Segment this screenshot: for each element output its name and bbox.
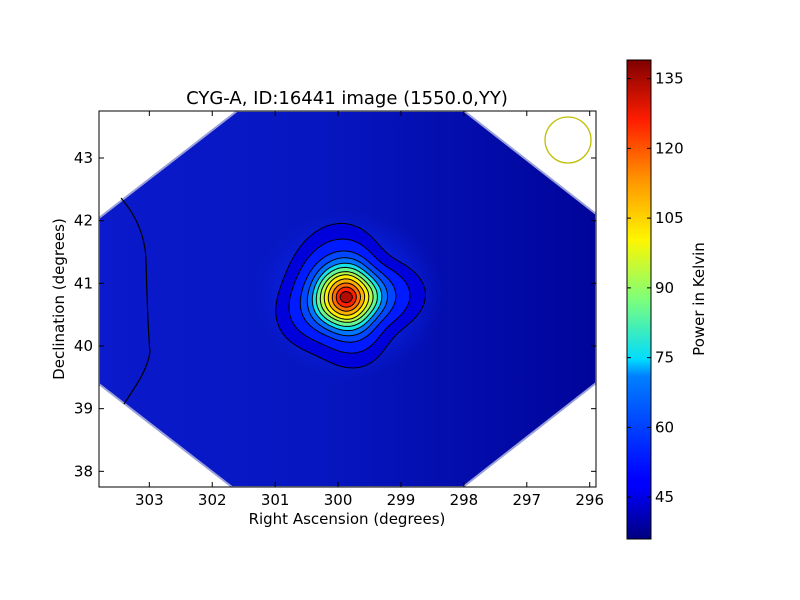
axes-frame: [98, 110, 597, 488]
y-tick-label: 40: [74, 337, 93, 355]
plot-area: [99, 111, 596, 487]
y-tick-label: 42: [74, 212, 93, 230]
chart-title: CYG-A, ID:16441 image (1550.0,YY): [186, 88, 508, 109]
x-tick-label: 296: [575, 491, 604, 509]
y-tick-label: 38: [74, 462, 93, 480]
colorbar-gradient: [626, 59, 652, 540]
contour-lines: [275, 222, 427, 369]
left-contour: [120, 197, 151, 405]
colorbar-label: Power in Kelvin: [690, 242, 708, 356]
y-axis-ticks: 38 39 40 41 42 43: [74, 149, 596, 480]
colorbar-ticks: 45 60 75 90 105 120 135: [627, 70, 684, 506]
x-axis-label: Right Ascension (degrees): [249, 510, 446, 528]
y-tick-label: 39: [74, 400, 93, 418]
x-tick-label: 300: [324, 491, 353, 509]
x-tick-label: 303: [135, 491, 164, 509]
colorbar: 45 60 75 90 105 120 135 Power in Kelvin: [626, 59, 708, 540]
colorbar-tick-label: 75: [655, 349, 674, 367]
colorbar-tick-label: 60: [655, 418, 674, 436]
colorbar-tick-label: 120: [655, 139, 684, 157]
x-tick-label: 298: [450, 491, 479, 509]
y-tick-label: 43: [74, 149, 93, 167]
x-tick-label: 299: [387, 491, 416, 509]
colorbar-tick-label: 45: [655, 488, 674, 506]
colorbar-tick-label: 105: [655, 209, 684, 227]
contour-level: [339, 291, 353, 304]
y-axis-label: Declination (degrees): [50, 218, 68, 380]
x-tick-label: 302: [198, 491, 227, 509]
y-tick-label: 41: [74, 274, 93, 292]
beam-marker: [544, 116, 592, 164]
colorbar-tick-label: 90: [655, 279, 674, 297]
x-tick-label: 297: [512, 491, 541, 509]
x-tick-label: 301: [261, 491, 290, 509]
x-axis-ticks: 303 302 301 300 299 298 297 296: [135, 111, 604, 509]
colorbar-tick-label: 135: [655, 70, 684, 88]
